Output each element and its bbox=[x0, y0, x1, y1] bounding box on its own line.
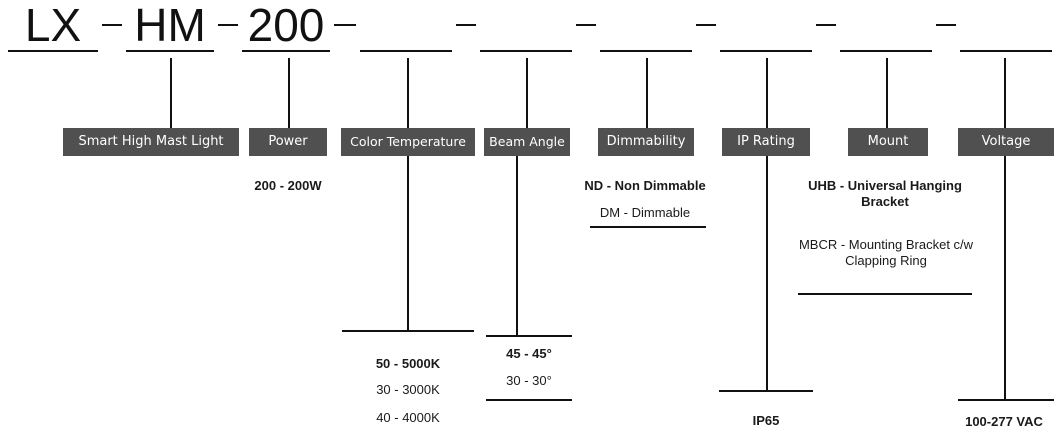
option-dimmability: ND - Non Dimmable bbox=[584, 178, 706, 193]
connector-line-dimmability bbox=[646, 58, 648, 128]
drop-line-voltage bbox=[1004, 156, 1006, 400]
connector-line-product bbox=[170, 58, 172, 128]
code-dash bbox=[334, 24, 356, 26]
option-beam-angle: 30 - 30° bbox=[506, 373, 552, 388]
connector-line-ip-rating bbox=[766, 58, 768, 128]
rule-dimmability bbox=[590, 226, 706, 228]
drop-line-color-temp bbox=[407, 156, 409, 330]
label-dimmability: Dimmability bbox=[598, 128, 694, 156]
label-voltage: Voltage bbox=[958, 128, 1054, 156]
label-color-temperature: Color Temperature bbox=[341, 128, 475, 156]
option-power: 200 - 200W bbox=[254, 178, 322, 193]
option-beam-angle: 45 - 45° bbox=[506, 346, 552, 361]
connector-line-color-temp bbox=[407, 58, 409, 128]
connector-line-power bbox=[288, 58, 290, 128]
code-segment-beam-angle bbox=[480, 2, 572, 52]
option-dimmability: DM - Dimmable bbox=[599, 205, 691, 220]
label-beam-angle: Beam Angle bbox=[484, 128, 570, 156]
label-power: Power bbox=[249, 128, 327, 156]
code-segment-prefix: LX bbox=[8, 2, 98, 52]
option-mount: UHB - Universal Hanging Bracket bbox=[808, 178, 962, 209]
rule-mount bbox=[798, 293, 972, 295]
connector-line-beam-angle bbox=[526, 58, 528, 128]
connector-line-voltage bbox=[1004, 58, 1006, 128]
label-product: Smart High Mast Light bbox=[63, 128, 239, 156]
code-dash bbox=[102, 24, 122, 26]
code-dash bbox=[936, 24, 956, 26]
option-mount: MBCR - Mounting Bracket c/w Clapping Rin… bbox=[798, 237, 974, 268]
code-segment-mount bbox=[840, 2, 932, 52]
option-color-temp: 50 - 5000K bbox=[375, 356, 441, 371]
option-color-temp: 30 - 3000K bbox=[376, 382, 440, 397]
label-mount: Mount bbox=[848, 128, 928, 156]
code-segment-voltage bbox=[960, 2, 1052, 52]
option-ip-rating: IP65 bbox=[752, 413, 780, 428]
option-voltage: 100-277 VAC bbox=[965, 414, 1043, 429]
code-segment-color-temp bbox=[360, 2, 452, 52]
code-dash bbox=[696, 24, 716, 26]
code-segment-dimmability bbox=[600, 2, 692, 52]
code-dash bbox=[218, 24, 238, 26]
code-dash bbox=[456, 24, 476, 26]
label-ip-rating: IP Rating bbox=[722, 128, 810, 156]
code-dash bbox=[816, 24, 836, 26]
connector-line-mount bbox=[886, 58, 888, 128]
rule-ip-rating bbox=[719, 390, 813, 392]
code-segment-series: HM bbox=[126, 2, 214, 52]
code-dash bbox=[576, 24, 596, 26]
rule-beam-angle-bottom bbox=[486, 399, 572, 401]
rule-color-temp bbox=[342, 330, 474, 332]
code-segment-power: 200 bbox=[242, 2, 330, 52]
rule-beam-angle-top bbox=[486, 335, 572, 337]
code-segment-ip-rating bbox=[720, 2, 812, 52]
option-color-temp: 40 - 4000K bbox=[376, 410, 440, 425]
drop-line-ip-rating bbox=[766, 156, 768, 390]
rule-voltage bbox=[958, 399, 1054, 401]
drop-line-beam-angle bbox=[516, 156, 518, 336]
